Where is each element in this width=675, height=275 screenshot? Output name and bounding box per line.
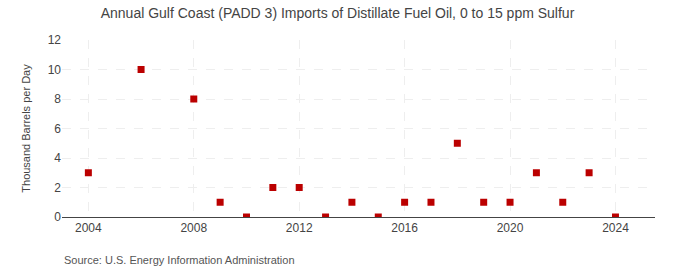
svg-text:6: 6 (54, 122, 61, 136)
svg-text:2: 2 (54, 181, 61, 195)
svg-text:4: 4 (54, 151, 61, 165)
svg-text:2024: 2024 (602, 221, 629, 235)
svg-text:2008: 2008 (180, 221, 207, 235)
svg-text:2004: 2004 (75, 221, 102, 235)
svg-text:Thousand Barrels per Day: Thousand Barrels per Day (20, 64, 32, 193)
svg-text:8: 8 (54, 92, 61, 106)
svg-text:Annual Gulf Coast (PADD 3) Imp: Annual Gulf Coast (PADD 3) Imports of Di… (101, 5, 575, 21)
svg-text:10: 10 (48, 63, 62, 77)
svg-text:2020: 2020 (497, 221, 524, 235)
svg-text:Source: U.S. Energy Informatio: Source: U.S. Energy Information Administ… (64, 254, 295, 266)
svg-text:2016: 2016 (391, 221, 418, 235)
svg-text:2012: 2012 (286, 221, 313, 235)
svg-text:0: 0 (54, 210, 61, 224)
svg-text:12: 12 (48, 33, 62, 47)
